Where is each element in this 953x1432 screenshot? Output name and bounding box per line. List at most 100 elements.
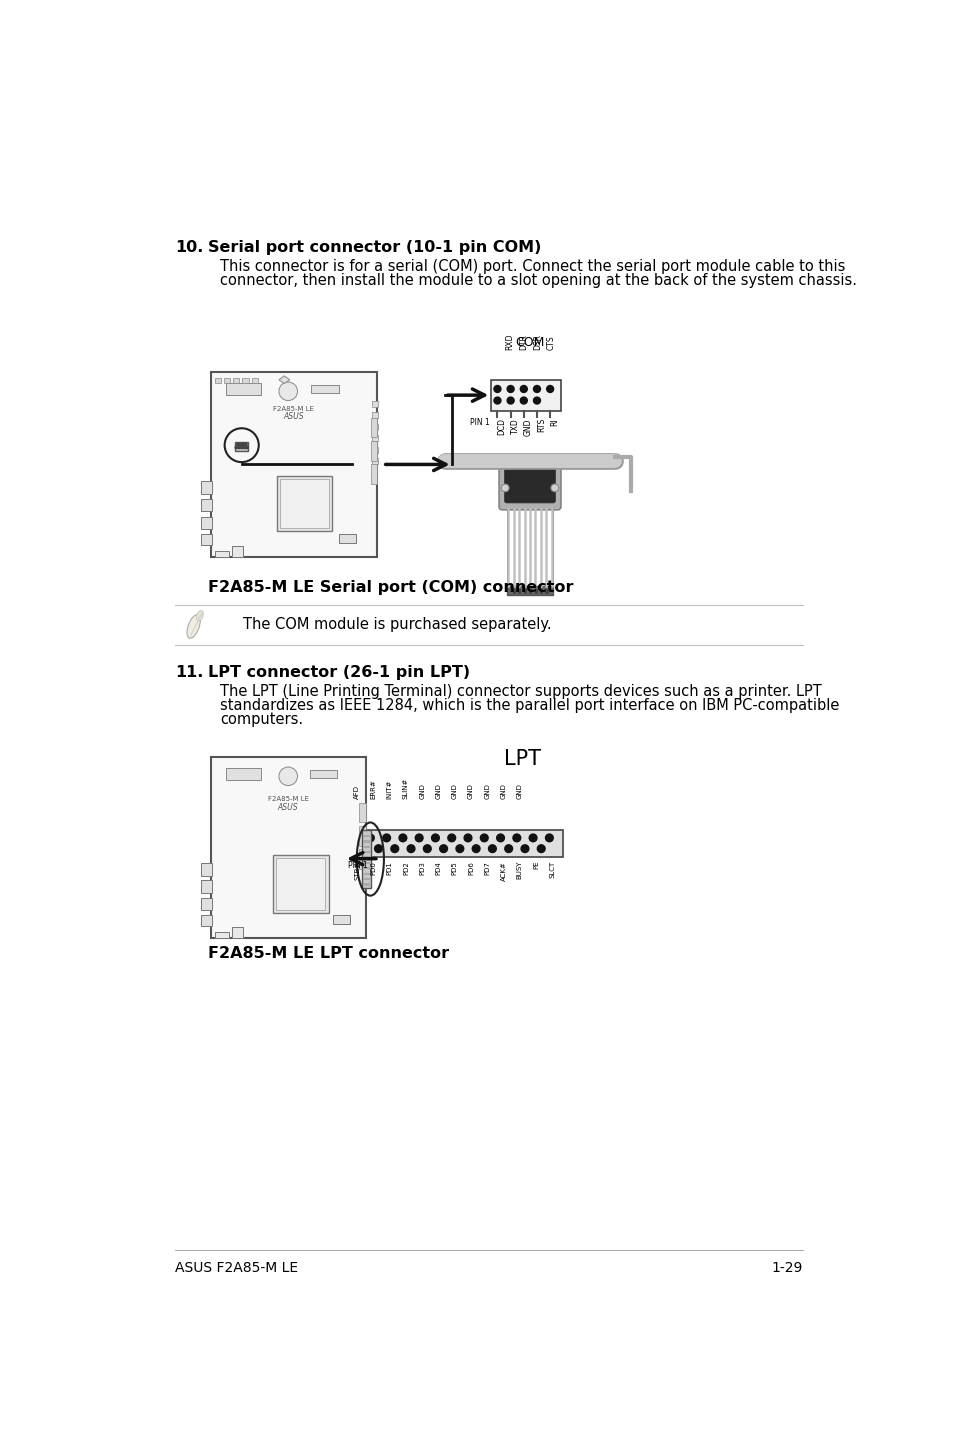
Bar xyxy=(311,385,338,392)
Bar xyxy=(371,441,377,461)
Bar xyxy=(201,862,212,875)
Text: ACK#: ACK# xyxy=(500,861,506,881)
Text: PIN 1: PIN 1 xyxy=(470,418,489,427)
Circle shape xyxy=(500,484,509,491)
Text: PIN 1: PIN 1 xyxy=(348,861,367,871)
Circle shape xyxy=(464,833,472,842)
Text: GND: GND xyxy=(452,783,457,799)
Bar xyxy=(534,589,537,594)
Bar xyxy=(359,849,365,869)
Circle shape xyxy=(519,385,527,392)
Text: GND: GND xyxy=(468,783,474,799)
Bar xyxy=(362,841,370,842)
Circle shape xyxy=(415,833,422,842)
Text: PD1: PD1 xyxy=(386,861,393,875)
Circle shape xyxy=(494,385,500,392)
Bar xyxy=(359,803,365,822)
Bar xyxy=(545,589,548,594)
Bar xyxy=(362,835,370,838)
Circle shape xyxy=(423,845,431,852)
Circle shape xyxy=(358,845,366,852)
Text: GND: GND xyxy=(500,783,506,799)
Bar xyxy=(242,378,249,382)
Bar xyxy=(235,442,248,451)
Text: This connector is for a serial (COM) port. Connect the serial port module cable : This connector is for a serial (COM) por… xyxy=(220,259,844,274)
Bar xyxy=(201,915,212,927)
Text: 11.: 11. xyxy=(174,664,203,680)
Circle shape xyxy=(407,845,415,852)
Circle shape xyxy=(545,833,553,842)
Circle shape xyxy=(439,845,447,852)
Circle shape xyxy=(546,385,553,392)
Text: F2A85-M LE LPT connector: F2A85-M LE LPT connector xyxy=(208,945,449,961)
FancyBboxPatch shape xyxy=(498,461,560,510)
FancyBboxPatch shape xyxy=(504,467,555,503)
Bar xyxy=(362,868,370,869)
Text: RI: RI xyxy=(550,418,558,425)
Circle shape xyxy=(391,845,398,852)
Text: 1-29: 1-29 xyxy=(771,1262,802,1276)
Bar xyxy=(201,534,212,546)
Text: LPT: LPT xyxy=(503,749,540,769)
Circle shape xyxy=(242,444,244,445)
Polygon shape xyxy=(278,375,290,384)
Text: BUSY: BUSY xyxy=(517,861,522,879)
Bar xyxy=(372,412,377,418)
Text: RXD: RXD xyxy=(505,334,514,351)
Bar xyxy=(362,884,370,885)
Text: RTS: RTS xyxy=(537,418,545,432)
Text: ASUS F2A85-M LE: ASUS F2A85-M LE xyxy=(174,1262,298,1276)
Text: DTR: DTR xyxy=(518,335,528,351)
Text: STB#: STB# xyxy=(354,861,359,881)
Circle shape xyxy=(533,397,540,404)
Circle shape xyxy=(513,833,520,842)
Text: ASUS: ASUS xyxy=(283,412,304,421)
Bar xyxy=(362,851,370,853)
Bar xyxy=(359,826,365,845)
Circle shape xyxy=(507,397,514,404)
Text: PD5: PD5 xyxy=(452,861,457,875)
Circle shape xyxy=(504,845,512,852)
Circle shape xyxy=(366,833,374,842)
Bar xyxy=(211,758,365,938)
Circle shape xyxy=(236,444,239,445)
Text: PE: PE xyxy=(533,861,538,869)
Text: GND: GND xyxy=(523,418,532,435)
Text: PD3: PD3 xyxy=(418,861,425,875)
Bar xyxy=(201,517,212,528)
Text: connector, then install the module to a slot opening at the back of the system c: connector, then install the module to a … xyxy=(220,272,856,288)
Bar xyxy=(214,932,229,938)
Bar xyxy=(273,855,328,912)
Bar xyxy=(523,589,526,594)
Circle shape xyxy=(398,833,406,842)
Bar xyxy=(275,858,325,909)
Bar xyxy=(211,372,377,557)
Text: ERR#: ERR# xyxy=(370,779,375,799)
Text: CTS: CTS xyxy=(546,337,556,351)
Bar xyxy=(372,447,377,453)
Bar xyxy=(371,418,377,438)
Bar xyxy=(233,546,243,557)
Bar xyxy=(276,475,332,531)
Circle shape xyxy=(240,447,243,448)
Circle shape xyxy=(245,444,247,445)
Circle shape xyxy=(550,484,558,491)
Bar xyxy=(338,534,355,543)
Bar xyxy=(201,481,212,494)
Circle shape xyxy=(246,447,248,448)
Ellipse shape xyxy=(187,614,200,639)
Text: computers.: computers. xyxy=(220,712,303,726)
Circle shape xyxy=(350,833,357,842)
Bar xyxy=(226,768,261,780)
Circle shape xyxy=(488,845,496,852)
Bar xyxy=(362,878,370,881)
Text: F2A85-M LE: F2A85-M LE xyxy=(273,407,314,412)
Bar xyxy=(201,898,212,911)
Circle shape xyxy=(494,397,500,404)
Text: PD0: PD0 xyxy=(370,861,375,875)
Circle shape xyxy=(497,833,504,842)
Bar xyxy=(233,927,243,938)
Bar xyxy=(491,379,560,411)
Text: ASUS: ASUS xyxy=(277,802,298,812)
Text: SLIN#: SLIN# xyxy=(402,778,409,799)
